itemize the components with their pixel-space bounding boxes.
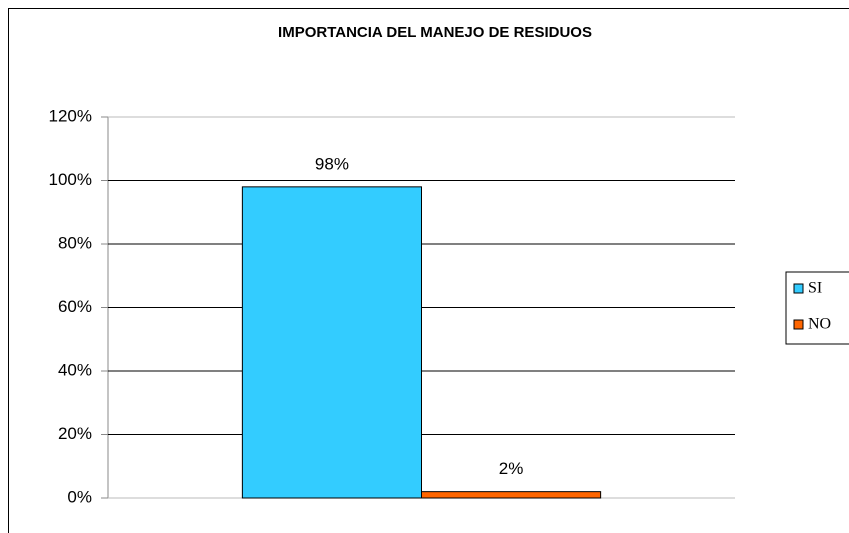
y-tick-label: 60%: [58, 297, 92, 316]
chart-title: IMPORTANCIA DEL MANEJO DE RESIDUOS: [278, 24, 592, 41]
y-tick-label: 20%: [58, 424, 92, 443]
legend-label: NO: [808, 316, 831, 333]
legend-swatch: [793, 319, 804, 330]
legend-label: SI: [808, 280, 822, 297]
bar: [421, 491, 602, 499]
legend-swatch: [793, 283, 804, 294]
y-tick-label: 120%: [49, 106, 92, 125]
bar: [241, 186, 422, 499]
y-tick-label: 100%: [49, 170, 92, 189]
data-label: 2%: [499, 459, 524, 478]
chart-frame: [8, 8, 849, 533]
y-tick-label: 80%: [58, 233, 92, 252]
y-tick-label: 0%: [67, 487, 92, 506]
y-tick-label: 40%: [58, 360, 92, 379]
data-label: 98%: [315, 154, 349, 173]
